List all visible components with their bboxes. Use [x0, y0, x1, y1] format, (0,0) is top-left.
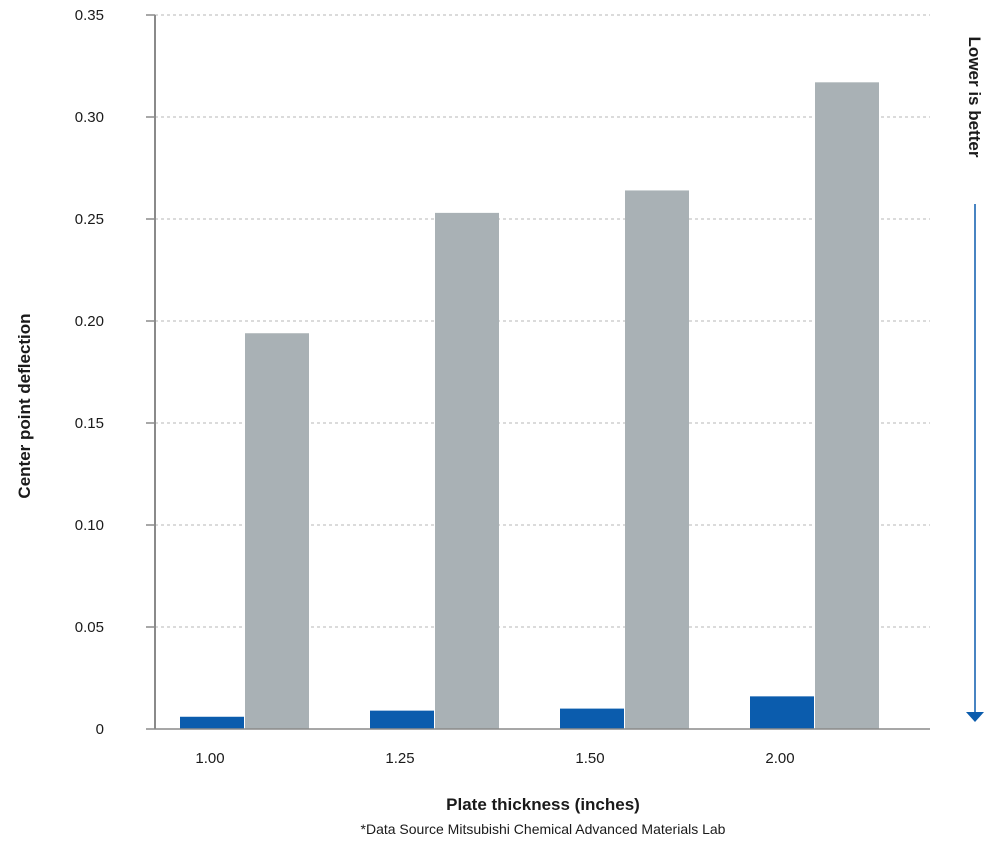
lower-is-better-label: Lower is better — [965, 37, 984, 158]
y-tick-label: 0.30 — [75, 109, 104, 126]
bars — [180, 82, 879, 729]
y-tick-label: 0.15 — [75, 415, 104, 432]
x-tick-label: 2.00 — [765, 750, 794, 767]
y-tick-label: 0.10 — [75, 517, 104, 534]
y-tick-label: 0.20 — [75, 313, 104, 330]
x-tick-label: 1.00 — [195, 750, 224, 767]
bar-1-25-series-1 — [370, 711, 434, 729]
x-tick-label: 1.25 — [385, 750, 414, 767]
y-tick-label: 0.25 — [75, 211, 104, 228]
bar-2-00-series-2 — [815, 82, 879, 729]
bar-1-00-series-2 — [245, 333, 309, 729]
bar-1-25-series-2 — [435, 213, 499, 729]
y-tick-label: 0 — [96, 721, 104, 738]
bar-1-00-series-1 — [180, 717, 244, 729]
x-tick-labels: 1.00 1.25 1.50 2.00 — [195, 750, 794, 767]
lower-is-better-arrow-icon — [966, 712, 984, 722]
x-tick-label: 1.50 — [575, 750, 604, 767]
bar-1-50-series-2 — [625, 190, 689, 729]
bar-1-50-series-1 — [560, 709, 624, 729]
x-axis-title: Plate thickness (inches) — [446, 795, 640, 814]
y-axis-title: Center point deflection — [15, 313, 34, 498]
y-tick-labels: 0 0.05 0.10 0.15 0.20 0.25 0.30 0.35 — [75, 7, 104, 738]
bar-2-00-series-1 — [750, 696, 814, 729]
source-note: *Data Source Mitsubishi Chemical Advance… — [361, 821, 726, 837]
y-tick-label: 0.05 — [75, 619, 104, 636]
y-tick-label: 0.35 — [75, 7, 104, 24]
